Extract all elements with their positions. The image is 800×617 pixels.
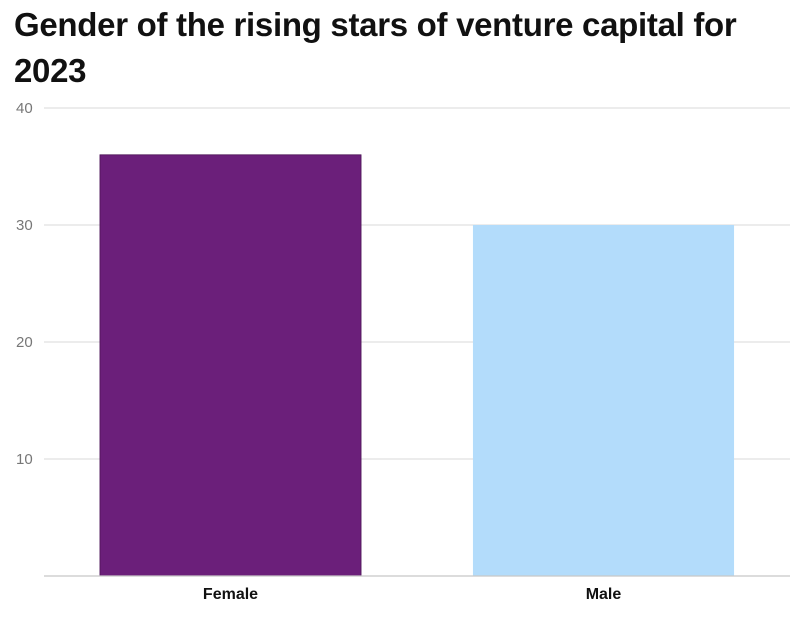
y-tick-label-20: 20 (16, 334, 33, 351)
x-tick-label-female: Female (203, 586, 258, 603)
x-tick-label-male: Male (586, 586, 622, 603)
y-tick-label-40: 40 (16, 100, 33, 117)
bar-layer (99, 154, 735, 577)
bar-male (472, 225, 735, 576)
chart-title: Gender of the rising stars of venture ca… (14, 6, 737, 89)
axis-layer: 10 20 30 40 Female Male (16, 100, 790, 603)
bar-female (99, 154, 362, 577)
y-tick-label-30: 30 (16, 217, 33, 234)
y-tick-label-10: 10 (16, 451, 33, 468)
